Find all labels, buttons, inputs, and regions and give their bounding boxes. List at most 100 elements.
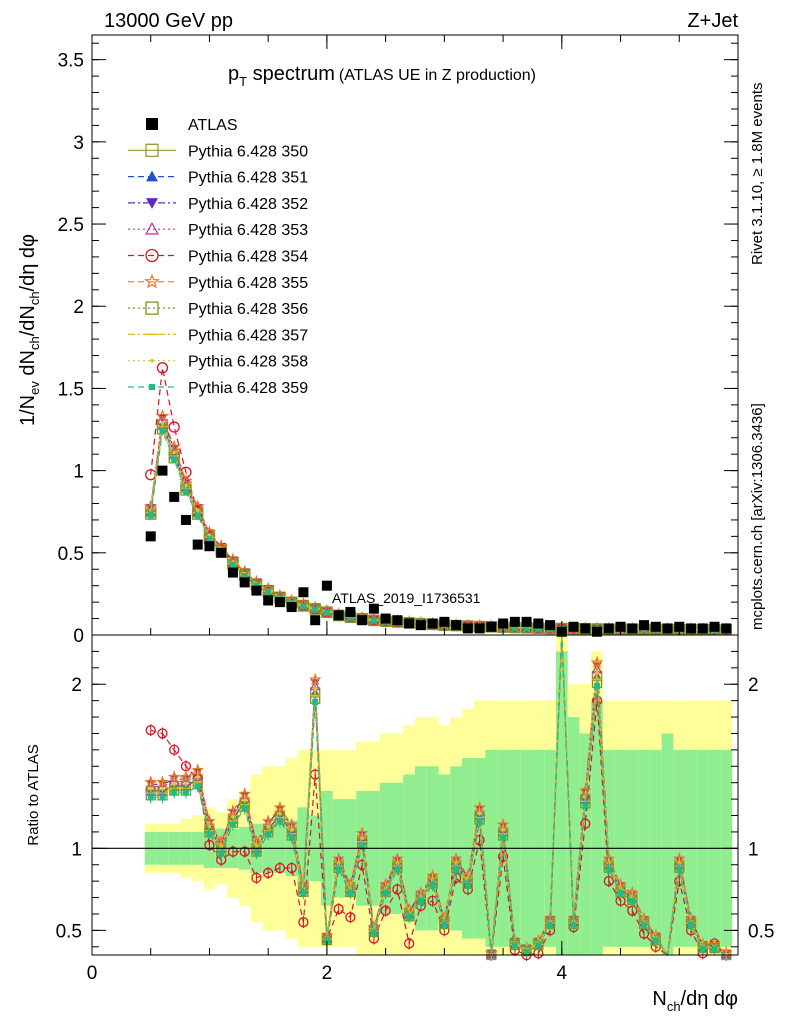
- mc-point-ratio: [254, 844, 259, 849]
- y-tick-label: 2.5: [58, 215, 84, 236]
- mc-point-ratio: [674, 876, 685, 887]
- mc-point-ratio: [148, 786, 153, 791]
- mc-point-ratio: [605, 866, 612, 873]
- mc-point-ratio: [300, 890, 307, 897]
- x-axis-label: Nch/dη dφ: [652, 988, 738, 1014]
- atlas-data-point: [686, 623, 697, 634]
- atlas-data-point: [639, 620, 650, 631]
- atlas-data-point: [145, 531, 156, 542]
- legend-entry: Pythia 6.428 355: [128, 273, 308, 292]
- mc-point-ratio: [724, 952, 729, 957]
- process-label: Z+Jet: [687, 10, 738, 32]
- atlas-data-point: [169, 491, 180, 502]
- mc-point-main: [347, 614, 354, 621]
- mc-line-main: [150, 426, 727, 631]
- mc-point-main: [300, 603, 307, 610]
- mc-point-ratio: [265, 831, 272, 838]
- mc-point-ratio: [417, 898, 424, 905]
- mc-point-ratio: [333, 903, 344, 915]
- mc-point-main: [195, 508, 200, 513]
- mc-point-ratio: [276, 818, 283, 825]
- energy-label: 13000 GeV pp: [104, 10, 233, 32]
- mc-point-ratio: [603, 876, 614, 887]
- mc-point-ratio: [207, 825, 212, 829]
- ratio-tick-label-left: 0.5: [56, 921, 82, 942]
- legend-label: Pythia 6.428 355: [188, 275, 308, 292]
- mc-point-ratio: [370, 929, 377, 936]
- legend-marker: [145, 143, 159, 157]
- legend-entry: Pythia 6.428 356: [128, 301, 308, 318]
- atlas-data-point: [603, 623, 614, 634]
- mc-point-ratio: [535, 942, 542, 949]
- mc-point-ratio: [159, 794, 166, 801]
- legend-marker: [144, 273, 160, 289]
- mc-point-ratio: [590, 655, 604, 669]
- mc-point-main: [206, 536, 213, 543]
- legend-label: Pythia 6.428 353: [188, 222, 308, 239]
- y-axis-label: 1/Nev dNch/dNch/dη dφ: [17, 234, 42, 426]
- x-tick-label: 0: [87, 963, 98, 984]
- mc-point-ratio: [229, 821, 236, 828]
- y-tick-label: 0.5: [58, 544, 84, 565]
- mc-point-ratio: [474, 834, 485, 846]
- atlas-data-point: [509, 616, 520, 627]
- legend-entry: Pythia 6.428 358: [128, 354, 308, 371]
- ratio-y-axis-label: Ratio to ATLAS: [25, 744, 42, 845]
- atlas-data-point: [216, 547, 227, 558]
- mc-curves-ratio: [144, 634, 733, 961]
- mc-point-ratio: [169, 744, 180, 756]
- plot-title-main: p: [228, 63, 239, 85]
- source-label: mcplots.cern.ch [arXiv:1306.3436]: [749, 403, 766, 630]
- legend-label: Pythia 6.428 359: [188, 380, 308, 397]
- mc-point-ratio: [382, 890, 389, 897]
- mc-point-ratio: [227, 846, 239, 857]
- mc-point-ratio: [172, 781, 177, 786]
- plot-title: pT spectrum (ATLAS UE in Z production): [228, 63, 536, 89]
- band-inner: [661, 733, 674, 955]
- mc-point-ratio: [394, 866, 401, 873]
- legend-marker: [146, 198, 158, 209]
- mc-point-ratio: [582, 802, 589, 809]
- atlas-data-point: [333, 610, 344, 621]
- atlas-data-point: [286, 602, 297, 613]
- legend-label: Pythia 6.428 351: [188, 170, 308, 187]
- atlas-data-point: [157, 465, 168, 476]
- legend-entry: Pythia 6.428 353: [128, 221, 308, 239]
- atlas-data-point: [357, 615, 368, 626]
- mc-point-ratio: [298, 917, 309, 928]
- y-tick-label: 3: [73, 133, 84, 154]
- mc-point-ratio: [464, 882, 471, 889]
- mc-point-ratio: [286, 862, 297, 874]
- ratio-plot-frame: [91, 634, 739, 956]
- mc-point-ratio: [595, 670, 599, 675]
- atlas-data-point: [674, 621, 685, 632]
- mc-point-ratio: [711, 945, 718, 952]
- mc-point-ratio: [266, 825, 270, 829]
- mc-point-ratio: [617, 890, 624, 897]
- mc-point-ratio: [699, 945, 706, 952]
- mc-point-ratio: [312, 699, 319, 706]
- mc-point-main: [323, 609, 330, 616]
- atlas-data-point: [545, 620, 556, 631]
- mc-point-ratio: [453, 866, 460, 873]
- mc-point-ratio: [476, 818, 483, 825]
- legend-label: Pythia 6.428 350: [188, 143, 308, 160]
- y-tick-label: 3.5: [58, 51, 84, 72]
- mc-point-ratio: [241, 805, 248, 812]
- legend-marker: [145, 301, 159, 315]
- mc-point-main: [159, 427, 166, 434]
- atlas-data-point: [498, 618, 509, 629]
- mc-point-ratio: [500, 834, 507, 841]
- atlas-data-point: [451, 620, 462, 631]
- atlas-data-point: [580, 623, 591, 634]
- mc-point-ratio: [313, 687, 317, 692]
- ratio-tick-label-left: 2: [71, 675, 82, 696]
- mc-line-ratio: [150, 634, 727, 957]
- ratio-tick-label-right: 2: [748, 675, 759, 696]
- mc-point-ratio: [195, 775, 200, 779]
- legend-entry: Pythia 6.428 352: [128, 196, 308, 213]
- mc-point-ratio: [477, 811, 482, 816]
- mc-point-ratio: [580, 818, 591, 829]
- plot-title-sub: T: [239, 74, 247, 89]
- atlas-data-point: [380, 613, 391, 624]
